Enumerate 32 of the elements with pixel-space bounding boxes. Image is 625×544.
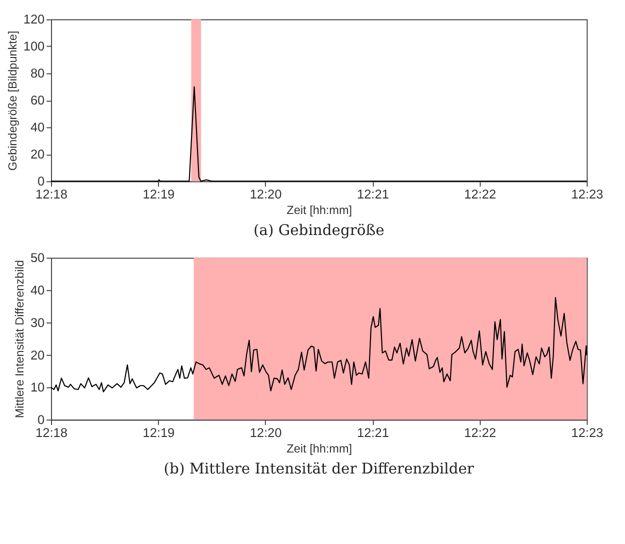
x-tick-label: 12:20 <box>250 424 282 440</box>
x-tick-label: 12:20 <box>250 186 282 202</box>
y-tick-label: 20 <box>30 146 45 162</box>
y-tick-label: 0 <box>38 174 45 189</box>
y-tick-label: 120 <box>23 12 45 27</box>
y-tick-label: 80 <box>30 66 45 81</box>
x-tick-label: 12:18 <box>36 424 68 440</box>
y-tick-label: 100 <box>23 38 45 54</box>
x-tick-label: 12:21 <box>357 424 389 440</box>
y-tick-label: 40 <box>30 120 45 135</box>
x-tick-label: 12:21 <box>357 186 389 202</box>
x-tick-label: 12:23 <box>571 424 604 440</box>
x-axis-title: Zeit [hh:mm] <box>286 204 352 218</box>
y-tick-label: 10 <box>30 380 45 395</box>
line-series <box>50 297 588 392</box>
y-axis-title: Mittlere Intensität Differenzbild <box>14 260 27 418</box>
y-tick-label: 30 <box>30 314 45 330</box>
x-axis-title: Zeit [hh:mm] <box>286 442 352 456</box>
text: (a) Gebindegröße <box>253 222 384 240</box>
x-tick-label: 12:19 <box>142 186 175 202</box>
x-tick-label: 12:23 <box>571 186 604 202</box>
y-axis-title: Gebindegröße [Bildpunkte] <box>6 30 20 171</box>
y-tick-label: 0 <box>38 412 45 428</box>
x-tick-label: 12:18 <box>36 186 68 202</box>
y-tick-label: 60 <box>30 92 45 108</box>
y-tick-label: 50 <box>30 250 45 266</box>
x-tick-label: 12:22 <box>464 424 496 440</box>
text: (b) Mittlere Intensität der Differenzbilder <box>164 460 475 478</box>
x-tick-label: 12:19 <box>142 424 175 440</box>
x-tick-label: 12:22 <box>464 186 496 202</box>
y-tick-label: 40 <box>30 282 45 298</box>
y-tick-label: 20 <box>30 347 45 362</box>
